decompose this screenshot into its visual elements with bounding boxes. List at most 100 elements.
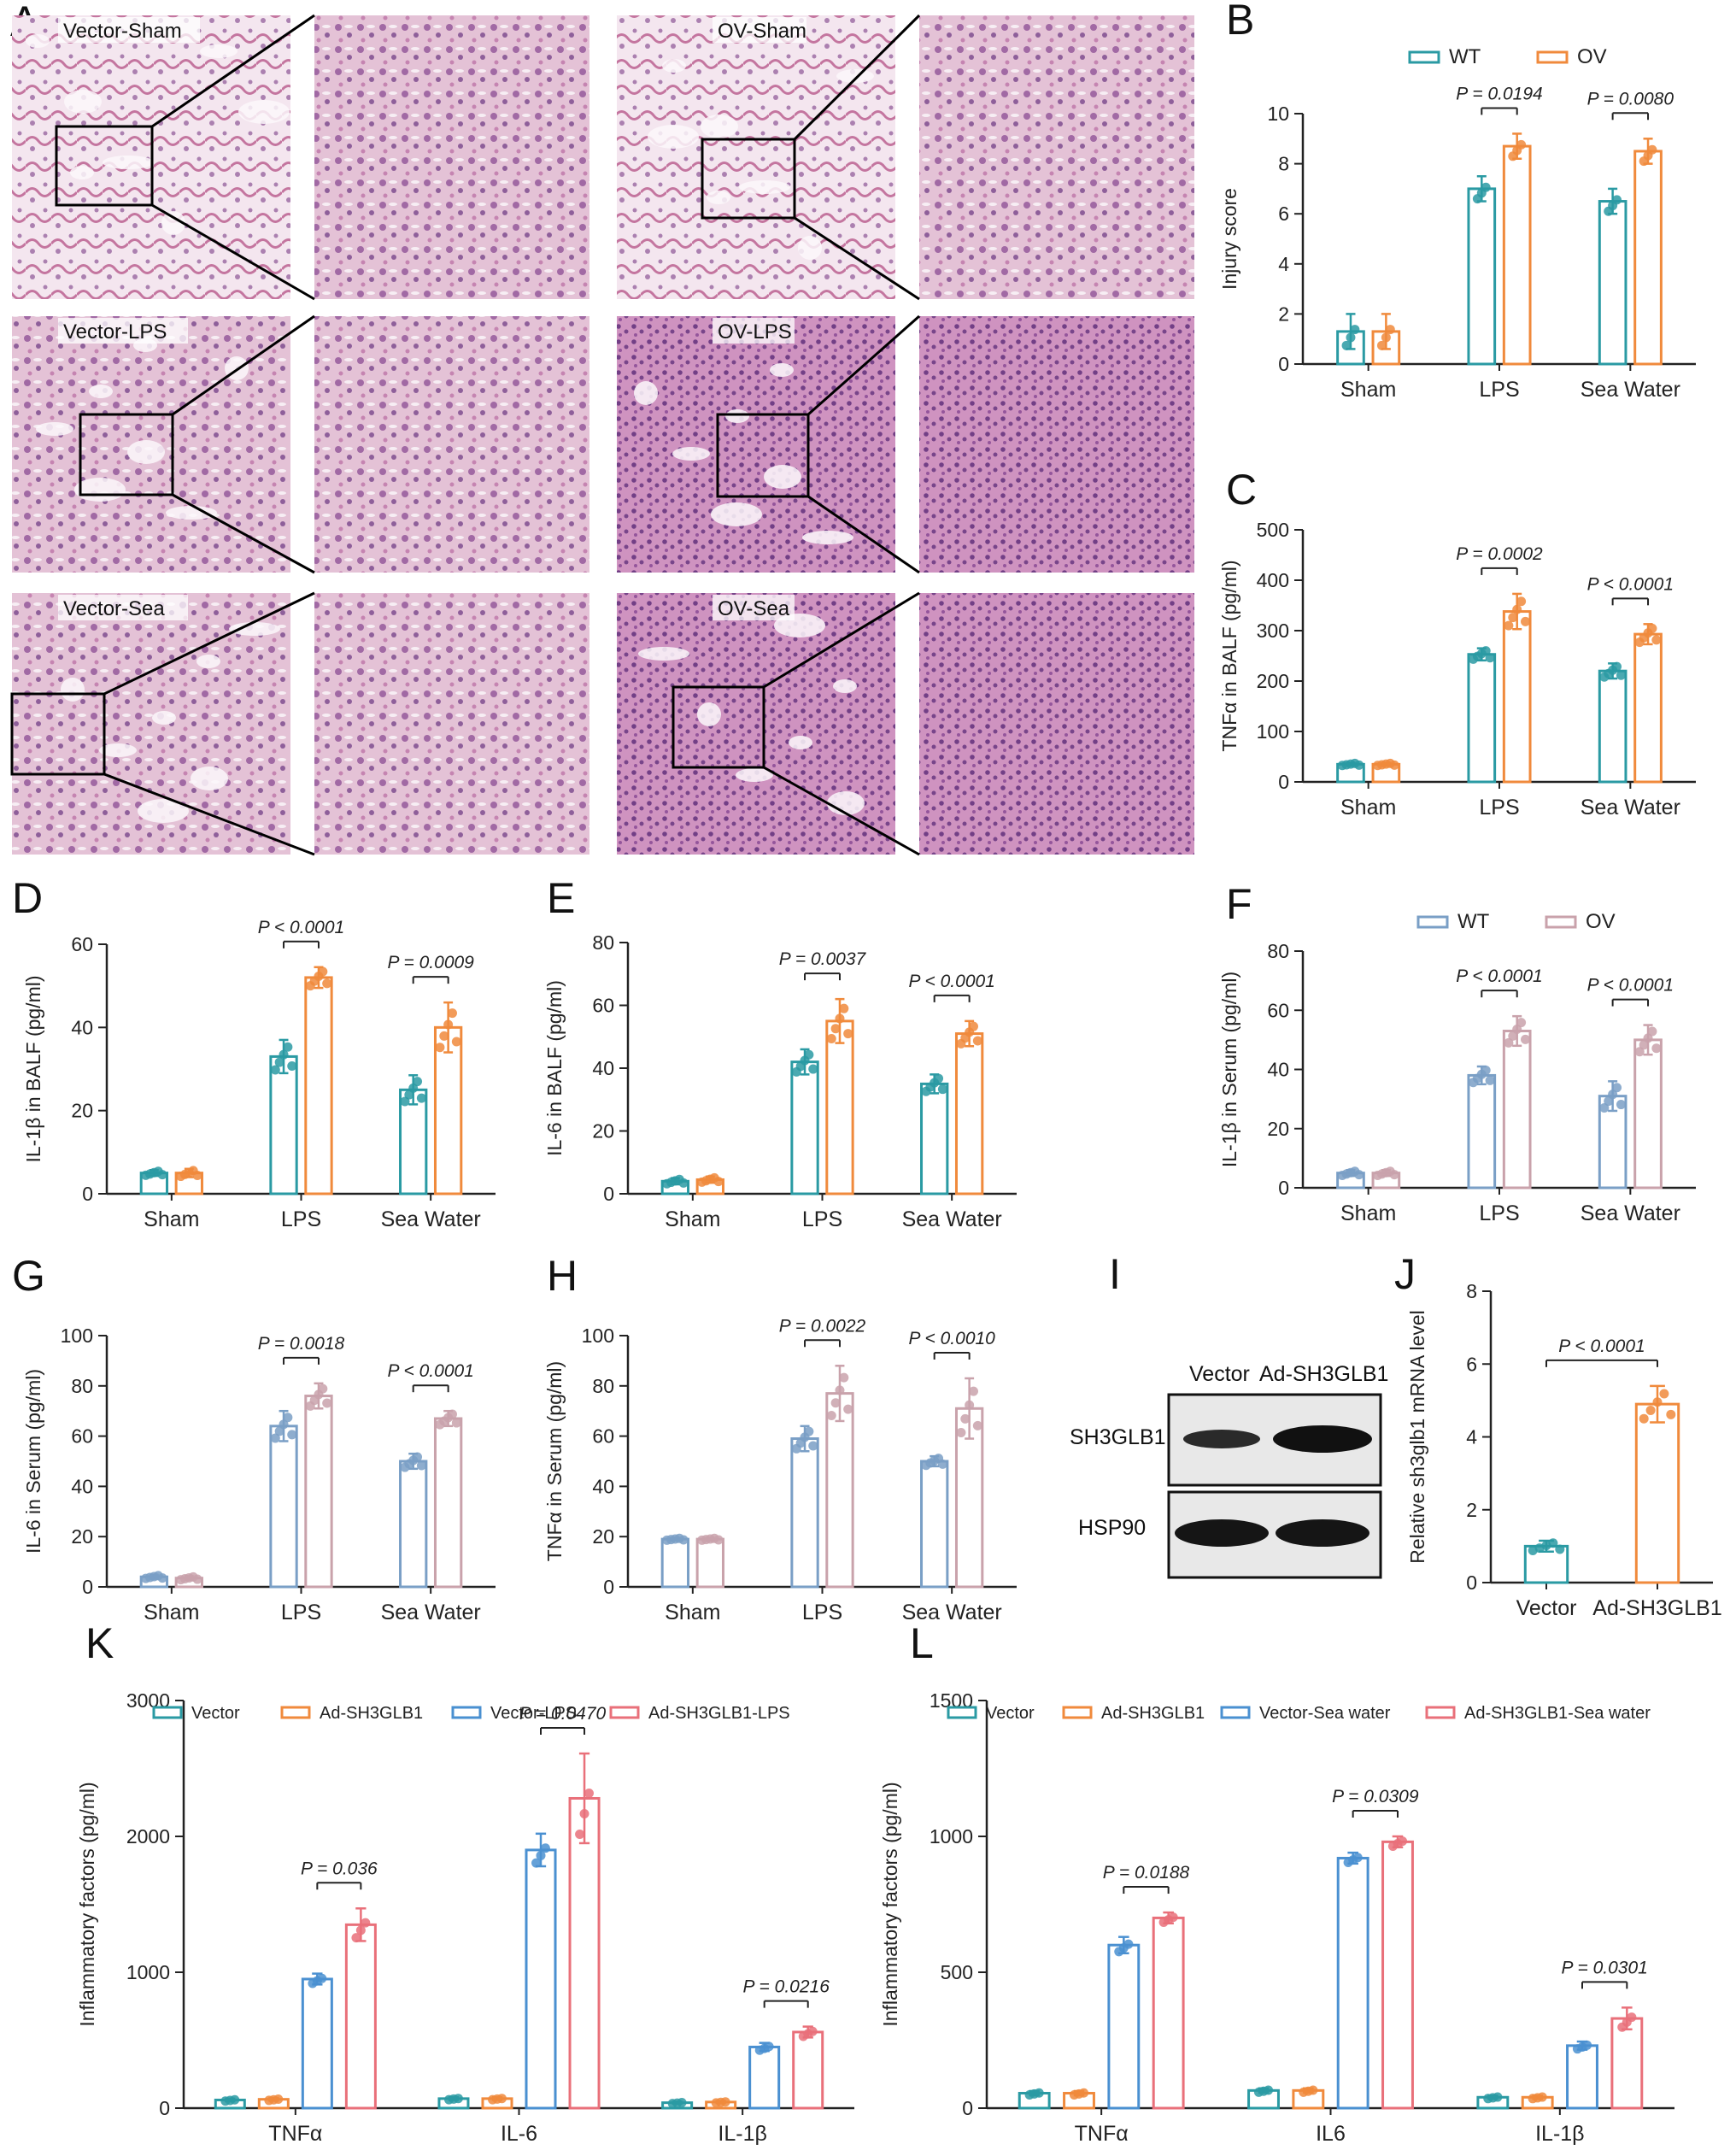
data-point [808, 1064, 818, 1074]
data-point [1485, 1075, 1495, 1085]
data-point [1389, 1170, 1399, 1180]
alveolar-space [229, 622, 280, 636]
alveolar-space [196, 655, 220, 668]
blot-band [1175, 1519, 1269, 1547]
data-point [317, 1973, 327, 1983]
legend-swatch [1220, 1706, 1251, 1719]
data-point [322, 978, 332, 989]
tissue-zoom [314, 15, 589, 299]
alveolar-space [161, 211, 185, 235]
y-tick-label: 40 [592, 1057, 614, 1079]
data-point [287, 1061, 297, 1072]
alveolar-space [711, 502, 762, 526]
histology-image: Vector-Sham [12, 14, 589, 301]
legend-label: OV [1586, 910, 1616, 933]
data-point [1616, 670, 1626, 680]
legend-swatch [1416, 915, 1449, 929]
data-point [451, 1037, 461, 1047]
data-point [274, 1057, 284, 1067]
x-category-label: IL-1β [718, 2122, 766, 2146]
data-point [1604, 1096, 1614, 1107]
data-point [540, 1843, 550, 1853]
alveolar-space [648, 125, 699, 149]
legend-label: Vector-Sea water [1259, 1704, 1391, 1723]
data-point [439, 1031, 449, 1041]
alveolar-space [725, 409, 749, 423]
data-point [1354, 760, 1364, 770]
data-point [1341, 340, 1352, 350]
data-point [960, 1413, 971, 1424]
legend-label: OV [1577, 45, 1607, 68]
p-value-label: P = 0.0301 [1561, 1958, 1647, 1977]
chart-G: G 0 20 40 60 80 100 IL-6 in Serum (pg/ml) Sham LP… [12, 1252, 496, 1624]
histology-image: OV-Sham [617, 14, 1194, 301]
bar [1598, 200, 1628, 366]
data-point [1516, 596, 1527, 607]
data-point [937, 1084, 947, 1095]
alveolar-space [802, 531, 853, 544]
legend-swatch [609, 1706, 640, 1719]
x-category-label: LPS [1479, 796, 1519, 819]
legend-swatch [1062, 1706, 1093, 1719]
p-value-label: P = 0.0009 [387, 953, 474, 972]
alveolar-space [36, 422, 73, 436]
y-axis-label: IL-1β in BALF (pg/ml) [22, 975, 44, 1162]
alveolar-space [707, 191, 730, 204]
bar [525, 1848, 557, 2110]
bar [920, 1082, 949, 1195]
alveolar-space [103, 156, 154, 169]
alveolar-space [739, 180, 790, 194]
p-value-label: P < 0.0001 [1587, 574, 1674, 594]
blot-band-label: HSP90 [1078, 1516, 1146, 1540]
y-tick-label: 100 [1257, 720, 1289, 743]
bar [269, 1425, 298, 1589]
histology-panel: AVector-ShamOV-ShamVector-LPSOV-LPSVecto… [10, 0, 1194, 856]
p-value-label: P = 0.0018 [258, 1334, 345, 1354]
p-value-label: P = 0.0037 [779, 949, 867, 969]
data-point [1508, 613, 1518, 623]
data-point [279, 1419, 289, 1430]
x-category-label: LPS [802, 1601, 842, 1624]
y-axis-label: TNFα in BALF (pg/ml) [1218, 560, 1240, 751]
bar [695, 1537, 724, 1589]
y-tick-label: 40 [592, 1475, 614, 1497]
legend-swatch [1536, 50, 1569, 64]
bar [1381, 1840, 1414, 2110]
panel-label-G: G [12, 1252, 45, 1300]
histology-label: Vector-Sea [63, 597, 165, 620]
y-tick-label: 60 [71, 933, 93, 955]
alveolar-space [191, 767, 228, 790]
zoom-box [716, 413, 810, 498]
data-point [1627, 2012, 1637, 2023]
bar [1152, 1916, 1185, 2110]
data-point [1504, 1037, 1514, 1048]
alveolar-space [127, 440, 165, 464]
alveolar-space [662, 59, 686, 73]
label-background [713, 318, 795, 344]
data-point [804, 1049, 814, 1060]
bar [1633, 1038, 1663, 1190]
data-point [1398, 1836, 1408, 1847]
alveolar-space [89, 385, 113, 398]
alveolar-space [138, 799, 189, 823]
y-axis-label: TNFα in Serum (pg/ml) [543, 1361, 566, 1561]
data-point [322, 1398, 332, 1408]
y-tick-label: 4 [1466, 1426, 1477, 1448]
alveolar-space [697, 702, 721, 726]
tissue-zoom [314, 593, 589, 855]
data-point [1308, 2085, 1318, 2095]
legend-swatch [947, 1706, 977, 1719]
panel-label-F: F [1226, 880, 1252, 928]
data-point [270, 1065, 280, 1075]
alveolar-space [833, 679, 857, 693]
data-point [1612, 195, 1622, 205]
data-point [808, 1441, 818, 1451]
data-point [1389, 760, 1399, 770]
legend-label: Ad-SH3GLB1 [320, 1704, 423, 1723]
y-tick-label: 0 [603, 1576, 614, 1598]
x-category-label: LPS [281, 1601, 321, 1624]
x-category-label: LPS [281, 1207, 321, 1231]
zoom-line [172, 493, 315, 574]
